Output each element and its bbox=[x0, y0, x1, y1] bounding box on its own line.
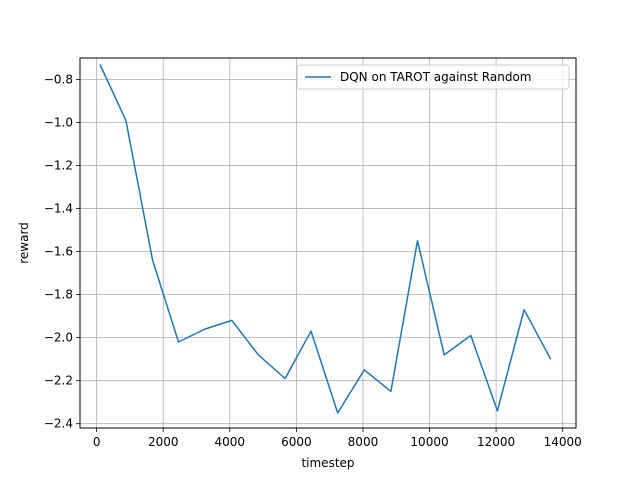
x-axis-ticks: 0 2000 4000 6000 8000 10000 12000 14000 bbox=[93, 428, 582, 449]
y-tick-label: −2.0 bbox=[44, 331, 73, 345]
y-tick-label: −1.4 bbox=[44, 202, 73, 216]
x-tick-label: 6000 bbox=[281, 435, 312, 449]
series-line bbox=[99, 64, 552, 414]
x-tick-label: 12000 bbox=[477, 435, 515, 449]
legend: DQN on TAROT against Random bbox=[296, 64, 570, 90]
legend-label: DQN on TAROT against Random bbox=[340, 70, 532, 84]
x-tick-label: 8000 bbox=[348, 435, 379, 449]
x-tick-label: 2000 bbox=[148, 435, 179, 449]
y-tick-label: −1.6 bbox=[44, 245, 73, 259]
x-tick-label: 14000 bbox=[544, 435, 582, 449]
y-tick-label: −1.8 bbox=[44, 288, 73, 302]
x-axis-label: timestep bbox=[301, 456, 354, 470]
x-tick-label: 10000 bbox=[410, 435, 448, 449]
grid-lines bbox=[80, 58, 576, 428]
x-tick-label: 4000 bbox=[215, 435, 246, 449]
series-lines bbox=[99, 64, 552, 414]
legend-box bbox=[296, 64, 570, 90]
x-tick-label: 0 bbox=[93, 435, 101, 449]
y-tick-label: −1.2 bbox=[44, 159, 73, 173]
y-tick-label: −2.4 bbox=[44, 417, 73, 431]
y-tick-label: −0.8 bbox=[44, 73, 73, 87]
y-axis-label: reward bbox=[17, 222, 31, 264]
plot-frame bbox=[79, 57, 577, 429]
y-tick-label: −2.2 bbox=[44, 374, 73, 388]
y-axis-ticks: −0.8 −1.0 −1.2 −1.4 −1.6 −1.8 −2.0 −2.2 −2.4 bbox=[44, 73, 80, 431]
y-tick-label: −1.0 bbox=[44, 116, 73, 130]
